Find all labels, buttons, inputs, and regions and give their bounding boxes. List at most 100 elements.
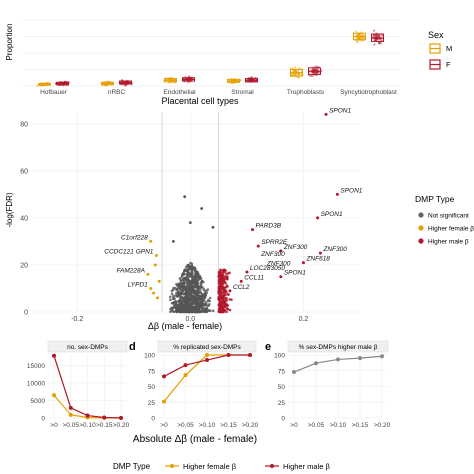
panel-b-point-ns <box>197 298 201 301</box>
panel-b-point-ns <box>196 279 199 282</box>
panel-b-point-ns <box>188 293 192 297</box>
panel-b-point-male <box>225 299 228 302</box>
panel-b-gene-label: SPON1 <box>340 187 362 194</box>
panel-b-xlabel: Δβ (male - female) <box>148 321 222 331</box>
panel-letter-e: e <box>265 341 271 353</box>
panel-a-point <box>379 42 382 45</box>
panel-b-point-ns <box>190 307 193 311</box>
panel-b-point-male <box>220 308 223 311</box>
panel-b-point-ns <box>175 287 179 291</box>
panel-b-point-ns <box>188 303 192 306</box>
panel-ytick-label: 100 <box>274 353 285 360</box>
panel-b-ytick-label: 0 <box>24 310 28 317</box>
panel-b-point-male <box>217 278 221 282</box>
panel-ytick-label: 0 <box>151 416 155 423</box>
panel-b-legend-label: Higher female β <box>428 226 474 233</box>
panel-a-point <box>357 37 360 40</box>
panel-b-point-male <box>217 296 220 300</box>
panel-b-point-ns <box>197 276 201 280</box>
panel-b-xtick-label: 0.2 <box>299 316 309 323</box>
panel-b-point-male <box>222 279 225 283</box>
panel-a-point <box>355 40 359 44</box>
panel-a-legend-label: M <box>446 44 452 53</box>
panel-b-point-ns <box>196 307 199 310</box>
panel-xtick-label: >0.20 <box>113 422 130 429</box>
panel-a-point <box>187 75 191 78</box>
bottom-legend-label: Higher female β <box>183 462 237 471</box>
panel-b-point-ns <box>193 295 196 299</box>
panel-a-point <box>313 68 317 72</box>
panel-b-point-male <box>228 271 231 275</box>
panel-b-point-ns <box>204 304 207 307</box>
panel-b-point-ns <box>203 296 207 300</box>
panel-b-point-male <box>230 298 233 301</box>
panel-b-point-male <box>221 273 224 277</box>
panel-b-point-male <box>301 261 305 265</box>
panel-b-point-ns <box>177 299 180 303</box>
panel-b-point-female <box>157 279 161 283</box>
panel-a-point <box>377 35 380 38</box>
panel-a-point <box>373 43 376 46</box>
panel-a-category-label: Trophoblasts <box>287 89 325 96</box>
panel-b-point-ns <box>194 301 198 305</box>
panel-a-point <box>357 33 360 36</box>
panel-b-point-ns <box>191 286 194 290</box>
panel-b-point-ns <box>181 274 184 277</box>
bottom-legend-key-dot <box>270 464 274 468</box>
panel-a-point <box>376 38 379 41</box>
panel-b-point-ns <box>177 306 180 309</box>
panel-ytick-label: 75 <box>148 368 156 375</box>
panel-series-point <box>52 353 56 358</box>
panel-series-point <box>314 361 318 366</box>
panel-b-point-male <box>239 279 243 283</box>
panel-b-point-ns <box>186 273 190 277</box>
panel-ytick-label: 75 <box>278 368 286 375</box>
panel-xtick-label: >0 <box>50 422 58 429</box>
panel-b-point-male <box>217 290 221 294</box>
panel-b-point-ns <box>187 308 190 312</box>
panel-title: % replicated sex-DMPs <box>173 344 241 351</box>
panel-b-point-male <box>226 285 229 288</box>
panel-b-point-ns <box>170 309 174 312</box>
panel-b-point-ns <box>207 309 211 312</box>
panel-ytick-label: 50 <box>278 384 286 391</box>
panel-b-point-male <box>224 269 227 272</box>
panel-a-point <box>355 33 359 37</box>
panel-b-point-male <box>219 294 223 297</box>
panel-b-point-male <box>221 310 225 314</box>
panel-b-point-female <box>156 296 160 300</box>
panel-a-point <box>358 33 361 36</box>
panel-b-point-ns <box>195 286 199 289</box>
panel-a-point <box>374 38 378 42</box>
panel-b-point-ns <box>177 294 181 298</box>
panel-b-point-male <box>221 306 225 309</box>
panel-b-point-male <box>226 307 229 311</box>
panel-b-point-ns <box>200 293 204 296</box>
panel-b-point-male <box>228 289 232 293</box>
panel-b-point-ns <box>208 302 211 306</box>
panel-ytick-label: 50 <box>148 384 156 391</box>
panel-a-category-label: Endothelial <box>163 89 196 96</box>
panel-b-gene-label: CCL11 <box>244 274 264 281</box>
panel-title-strip <box>287 340 389 353</box>
panel-b-point-ns <box>198 291 201 295</box>
panel-series-point <box>183 363 188 368</box>
panel-b-point-ns <box>171 240 175 243</box>
panel-b-point-ns <box>182 307 186 310</box>
panel-b-legend-title: DMP Type <box>415 194 455 204</box>
panel-b-point-male <box>256 244 260 248</box>
panel-a-point <box>291 73 294 77</box>
panel-b-point-ns <box>206 288 210 291</box>
panel-b-point-ns <box>182 301 186 305</box>
panel-b-point-ns <box>179 282 183 285</box>
panel-b-point-ns <box>202 287 206 291</box>
panel-a-point <box>372 29 376 32</box>
panel-b-point-ns <box>177 282 181 285</box>
panel-a-point <box>314 65 317 68</box>
panel-d-line: % replicated sex-DMPs 0 25 50 75 100 >0 >0.05 >0… <box>144 340 259 429</box>
panel-a-point <box>316 68 319 71</box>
panel-a-point <box>380 34 384 37</box>
panel-a-point <box>363 37 366 40</box>
panel-a-point <box>309 74 312 78</box>
panel-b-point-ns <box>188 284 191 288</box>
